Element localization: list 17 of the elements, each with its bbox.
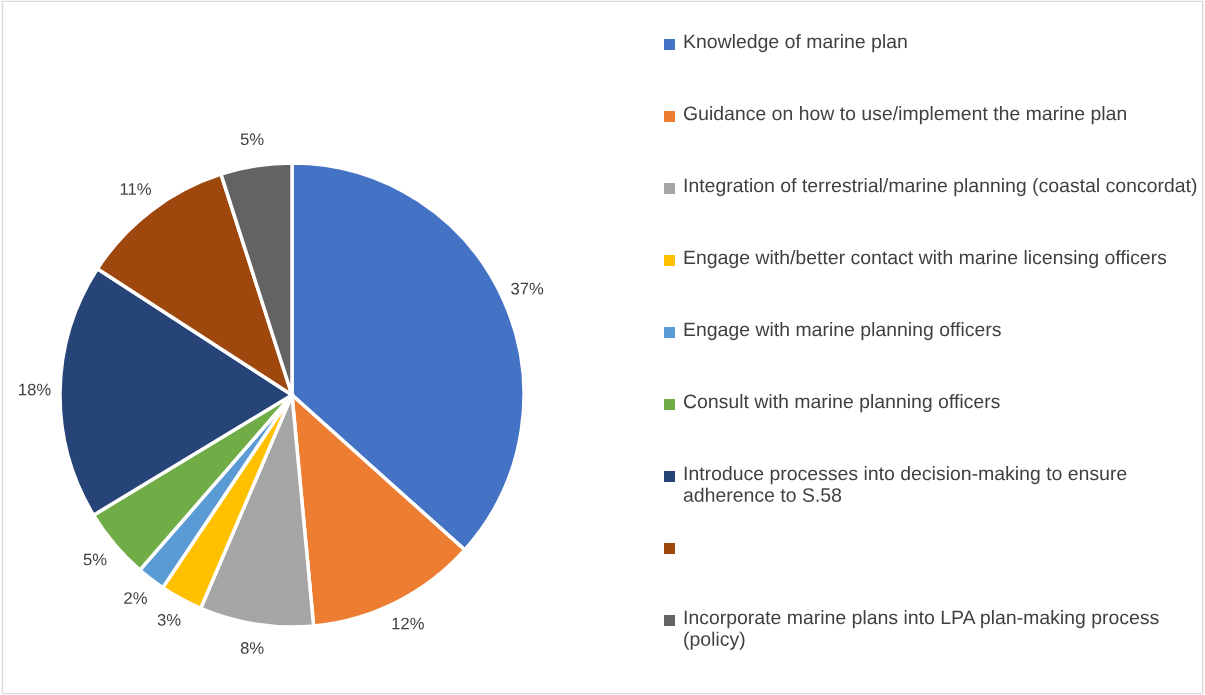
- legend-label: Guidance on how to use/implement the marine plan: [683, 106, 1126, 125]
- legend-label: Engage with marine planning officers: [684, 322, 1001, 341]
- legend-label: Incorporate marine plans into LPA plan-making process (policy): [684, 610, 1159, 650]
- legend-label: Knowledge of marine plan: [684, 34, 907, 53]
- data-label: 5%: [83, 553, 107, 566]
- data-label: 2%: [124, 592, 147, 604]
- legend-label: Engage with/better contact with marine licensing officers: [684, 250, 1167, 269]
- data-label: 18%: [19, 383, 51, 396]
- data-label: 11%: [120, 183, 151, 195]
- legend-label: Consult with marine planning officers: [683, 394, 1000, 413]
- data-label: 8%: [240, 642, 264, 654]
- data-label: 3%: [157, 613, 181, 626]
- data-label: 37%: [511, 282, 544, 295]
- data-label: 5%: [240, 133, 264, 146]
- legend-label: Introduce processes into decision-making to ensure adherence to S.58: [683, 466, 1127, 502]
- legend-label: Integration of terrestrial/marine planning (coastal concordat): [684, 178, 1197, 197]
- data-label: 12%: [392, 617, 424, 630]
